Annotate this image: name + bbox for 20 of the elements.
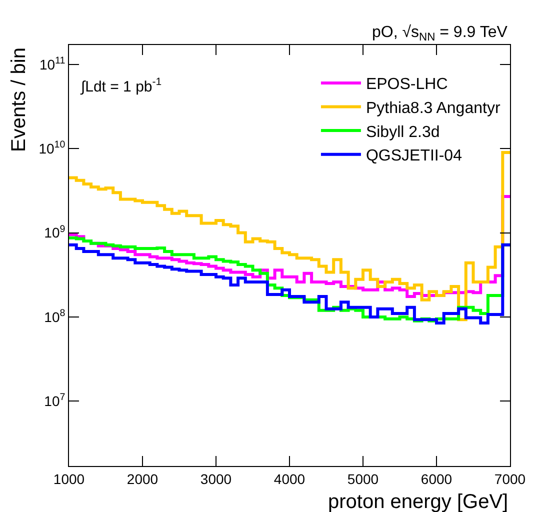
y-tick-label: 10$^{11}$ [39, 55, 66, 72]
y-tick-label: 10$^{7}$ [44, 392, 66, 410]
legend-label: EPOS-LHC [366, 76, 448, 94]
legend-label: Pythia8.3 Angantyr [366, 100, 501, 117]
legend-label: QGSJETII-04 [366, 148, 462, 165]
x-tick-label: 1000 [53, 470, 85, 487]
y-tick-label: 10$^{9}$ [44, 224, 66, 241]
x-tick-label: 4000 [274, 470, 306, 487]
x-tick-label: 3000 [200, 470, 232, 487]
y-axis-title: Events / bin [8, 48, 30, 152]
x-axis-title: proton energy [GeV] [328, 491, 508, 512]
annotation: ∫Ldt = 1 pb$^{-1}$ [80, 76, 162, 96]
y-tick-label: 10$^{10}$ [38, 140, 66, 156]
x-tick-label: 6000 [420, 470, 452, 487]
chart-title: pO, √s$_{NN}$ = 9.9 TeV [372, 24, 508, 44]
x-tick-label: 5000 [347, 470, 379, 487]
x-tick-label: 7000 [494, 470, 526, 487]
legend-label: Sibyll 2.3d [366, 124, 440, 141]
x-tick-label: 2000 [126, 470, 158, 487]
y-tick-label: 10$^{8}$ [44, 308, 66, 325]
